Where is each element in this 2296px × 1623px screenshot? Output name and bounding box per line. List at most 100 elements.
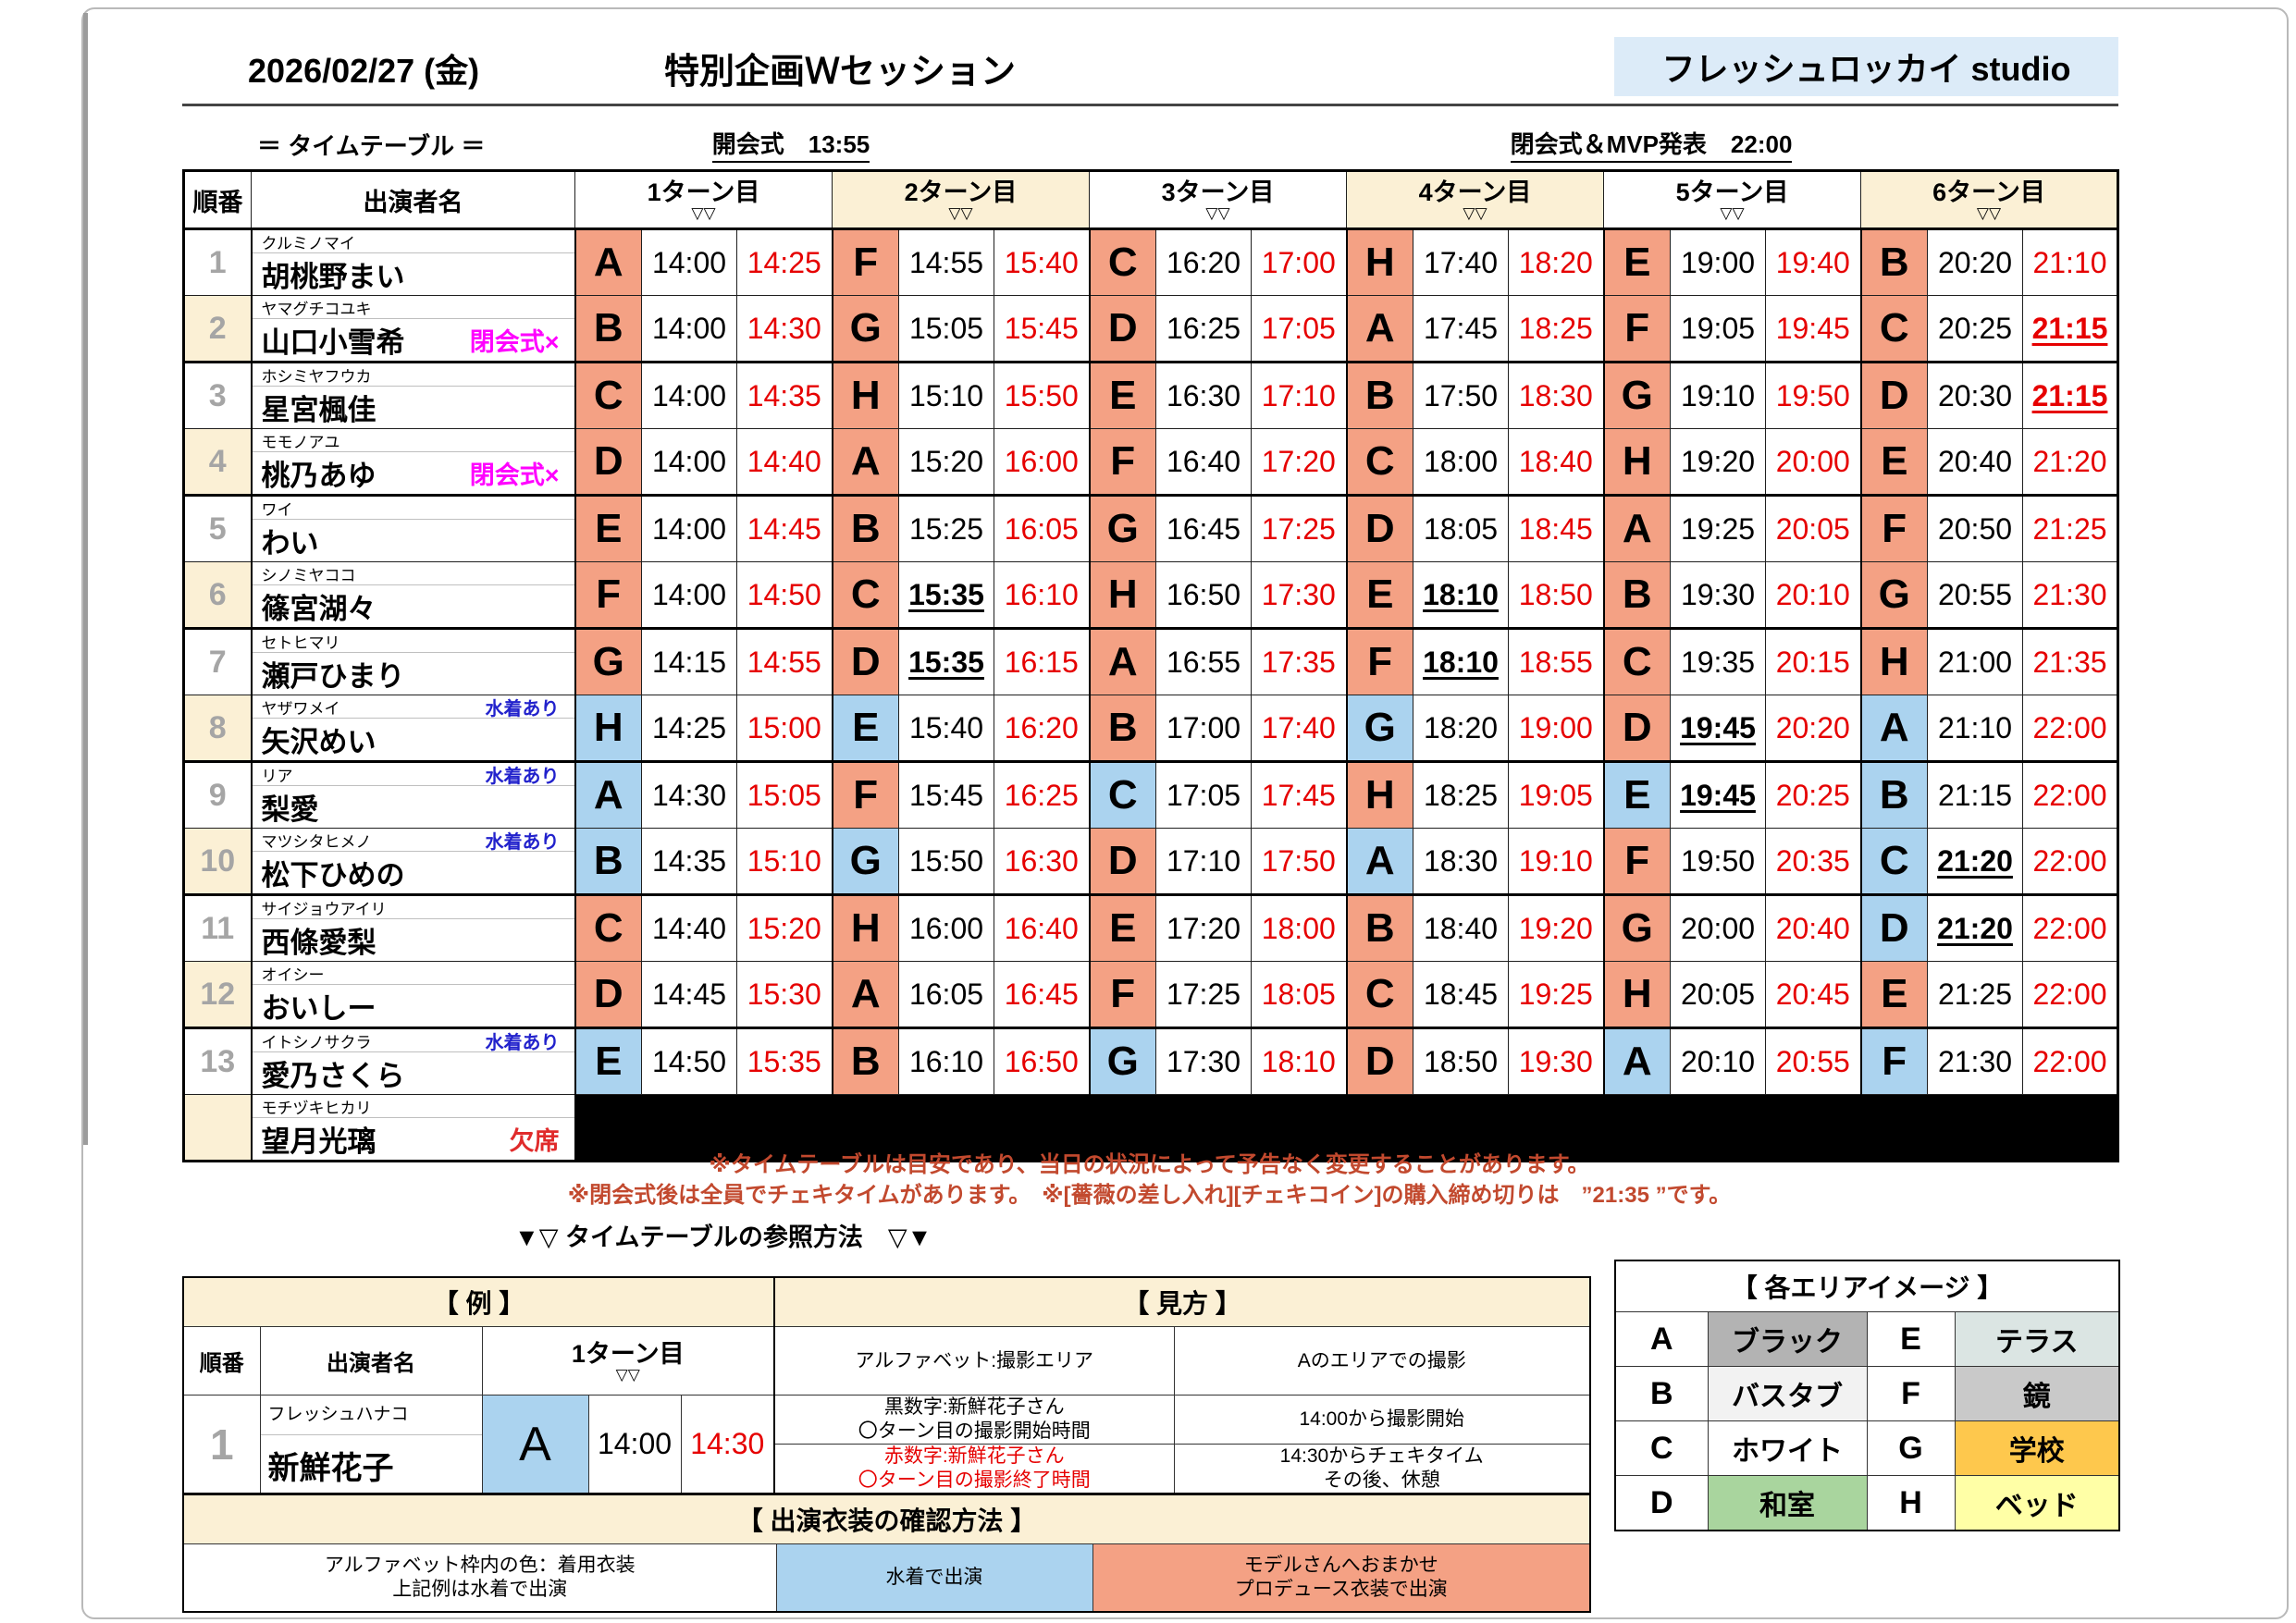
start-time-cell: 18:45	[1413, 961, 1509, 1029]
legend-key-cell: 赤数字:新鮮花子さん 〇ターン目の撮影終了時間	[773, 1444, 1175, 1494]
studio-name: フレッシュロッカイ studio	[1614, 37, 2118, 96]
order-number-cell: 12	[183, 961, 253, 1029]
end-time-cell: 19:50	[1765, 362, 1861, 429]
end-time-cell: 17:30	[1251, 561, 1347, 630]
no-closing-note: 閉会式×	[469, 461, 560, 489]
area-cell: G	[1345, 695, 1413, 763]
start-time-cell: 19:45	[1670, 761, 1766, 829]
end-time-cell: 15:50	[994, 362, 1090, 429]
start-time-cell: 17:45	[1413, 295, 1509, 363]
end-time-cell: 20:05	[1765, 495, 1861, 562]
legend-value-line: 14:00から撮影開始	[1299, 1408, 1465, 1430]
performer-row: 3 ホシミヤフウカ 星宮楓佳 C 14:00 14:35 H 15:10 15:50 E 16:30…	[183, 362, 2118, 429]
example-header: 【 例 】	[182, 1276, 775, 1327]
order-number-cell: 2	[183, 295, 253, 363]
end-time-cell: 19:05	[1508, 761, 1604, 829]
area-cell: F	[1345, 628, 1413, 695]
area-cell: D	[1602, 695, 1671, 763]
swimsuit-note: 水着あり	[485, 766, 560, 787]
start-time-cell: 16:55	[1155, 628, 1252, 695]
end-time-cell: 17:50	[1251, 828, 1347, 896]
area-cell: C	[574, 894, 642, 962]
area-cell: G	[831, 295, 899, 363]
name-line: 矢沢めい	[253, 719, 574, 759]
end-time-cell: 14:40	[736, 428, 833, 497]
example-table: 【 例 】順番 出演者名 1ターン目 ▽▽ 1 フレッシュハナコ 新鮮花子 A 14:00 14:…	[182, 1276, 775, 1494]
name-line: 松下ひめの	[253, 852, 574, 892]
legend-header: 【 見方 】	[773, 1276, 1591, 1327]
performer-row: 4 モモノアユ 桃乃あゆ 閉会式× D 14:00 14:40 A 15:20 16:00 F 16:…	[183, 428, 2118, 497]
start-time-cell: 15:35	[898, 628, 994, 695]
area-cell: H	[1602, 961, 1671, 1029]
performer-name: 山口小雪希	[261, 326, 405, 359]
turn-header: 6ターン目 ▽▽	[1860, 170, 2118, 230]
start-time-cell: 17:50	[1413, 362, 1509, 429]
performer-row: 2 ヤマグチコユキ 山口小雪希 閉会式× B 14:00 14:30 G 15:05 15:45 D…	[183, 295, 2118, 363]
area-cell: E	[1602, 228, 1671, 296]
area-cell: C	[574, 362, 642, 429]
area-cell: G	[1602, 362, 1671, 429]
performer-name: 松下ひめの	[261, 858, 405, 891]
end-time-cell: 15:45	[994, 295, 1090, 363]
start-time-cell: 15:05	[898, 295, 994, 363]
area-cell: E	[1345, 561, 1413, 630]
area-cell: E	[1088, 362, 1156, 429]
footnote-line: ※閉会式後は全員でチェキタイムがあります。 ※[薔薇の差し入れ][チェキコイン]…	[567, 1183, 1732, 1208]
name-line: 愛乃さくら	[253, 1052, 574, 1094]
start-time-cell: 19:05	[1670, 295, 1766, 363]
area-image-table: 【 各エリアイメージ 】 A ブラック E テラス B バスタブ F 鏡 C ホワイト G 学校 D 和室 H…	[1614, 1260, 2120, 1531]
area-cell: G	[1602, 894, 1671, 962]
end-time-cell: 22:00	[2022, 695, 2118, 763]
performer-name-cell: リア 水着あり 梨愛	[251, 761, 576, 829]
end-time-cell: 21:15	[2022, 295, 2118, 363]
end-time-cell: 16:05	[994, 495, 1090, 562]
end-time-cell: 20:25	[1765, 761, 1861, 829]
performer-furigana: ホシミヤフウカ	[261, 367, 372, 386]
end-time-cell: 22:00	[2022, 761, 2118, 829]
furigana-line: ヤザワメイ 水着あり	[252, 696, 574, 719]
swimsuit-note: 水着あり	[485, 698, 560, 719]
area-cell: H	[831, 894, 899, 962]
footnote-line: ※タイムテーブルは目安であり、当日の状況によって予告なく変更することがあります。	[709, 1152, 1590, 1177]
event-title: 特別企画Ｗセッション	[664, 53, 1017, 92]
end-time-cell: 21:10	[2022, 228, 2118, 296]
end-time-cell: 20:45	[1765, 961, 1861, 1029]
turn-header-marker: ▽▽	[691, 204, 716, 222]
area-label-cell: 学校	[1954, 1420, 2120, 1476]
turn-header-label: 1ターン目	[647, 178, 760, 206]
end-time-cell: 15:20	[736, 894, 833, 962]
absent-note: 欠席	[509, 1126, 560, 1155]
performer-name: 西條愛梨	[261, 926, 376, 959]
start-time-cell: 19:10	[1670, 362, 1766, 429]
area-cell: D	[831, 628, 899, 695]
area-cell: F	[1088, 961, 1156, 1029]
performer-row: 10 マツシタヒメノ 水着あり 松下ひめの B 14:35 15:10 G 15:50 16:30…	[183, 828, 2118, 896]
costume-cell: モデルさんへおまかせ プロデュース衣装で出演	[1092, 1543, 1591, 1613]
performer-name-cell: シノミヤココ 篠宮湖々	[251, 561, 576, 630]
performer-furigana: サイジョウアイリ	[261, 900, 387, 918]
end-time-cell: 17:20	[1251, 428, 1347, 497]
end-time-cell: 14:25	[736, 228, 833, 296]
performer-row: 6 シノミヤココ 篠宮湖々 F 14:00 14:50 C 15:35 16:10 H 16:50 1…	[183, 561, 2118, 630]
end-time-cell: 22:00	[2022, 961, 2118, 1029]
area-cell: C	[831, 561, 899, 630]
performer-name: わい	[261, 526, 319, 559]
end-time-cell: 21:35	[2022, 628, 2118, 695]
area-cell: E	[1088, 894, 1156, 962]
area-cell: E	[1859, 428, 1928, 497]
legend-value-line: 14:30からチェキタイム	[1279, 1445, 1484, 1467]
legend-key-cell: 黒数字:新鮮花子さん 〇ターン目の撮影開始時間	[773, 1395, 1175, 1445]
start-time-cell: 18:05	[1413, 495, 1509, 562]
end-time-cell: 16:40	[994, 894, 1090, 962]
performer-furigana: ヤマグチコユキ	[261, 300, 372, 318]
performer-name-cell: オイシー おいしー	[251, 961, 576, 1029]
example-turn-label: 1ターン目	[571, 1339, 685, 1368]
end-time-cell: 18:30	[1508, 362, 1604, 429]
start-time-cell: 19:45	[1670, 695, 1766, 763]
start-time-cell: 16:30	[1155, 362, 1252, 429]
start-time-cell: 20:50	[1927, 495, 2023, 562]
performer-furigana: シノミヤココ	[261, 566, 356, 584]
performer-name-cell: ヤマグチコユキ 山口小雪希 閉会式×	[251, 295, 576, 363]
costume-check-table: 【 出演衣装の確認方法 】アルファベット枠内の色：着用衣装 上記例は水着で出演 水着…	[182, 1494, 1591, 1613]
end-time-cell: 18:50	[1508, 561, 1604, 630]
